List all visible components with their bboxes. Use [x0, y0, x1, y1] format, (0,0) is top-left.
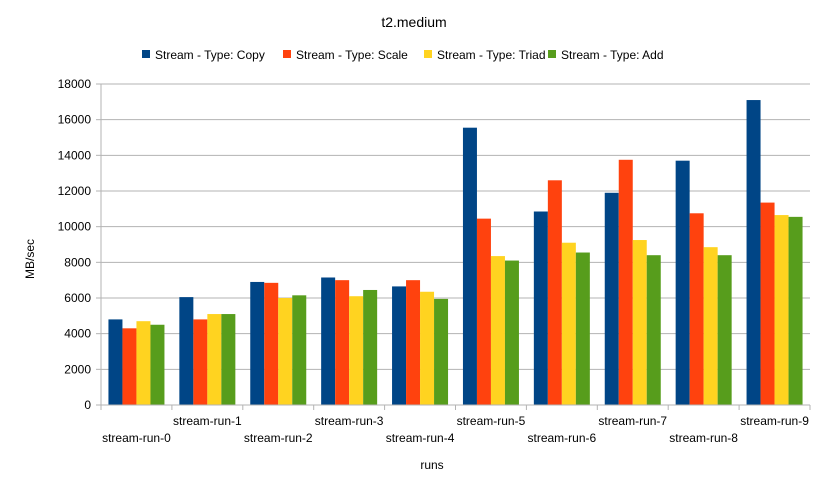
x-axis-label: runs: [420, 458, 443, 472]
bar-stream-run-1-copy: [179, 297, 194, 405]
x-axis-ticks: stream-run-0stream-run-1stream-run-2stre…: [100, 405, 811, 445]
y-tick-label: 14000: [58, 148, 92, 162]
bar-stream-run-9-add: [788, 216, 803, 405]
bar-stream-run-6-add: [575, 252, 590, 405]
bar-stream-run-8-add: [717, 255, 732, 405]
y-tick-label: 12000: [58, 184, 92, 198]
bar-stream-run-0-triad: [136, 321, 151, 405]
chart-title: t2.medium: [381, 14, 446, 30]
bar-stream-run-0-scale: [122, 328, 137, 405]
bar-stream-run-3-add: [363, 289, 378, 405]
x-tick-label: stream-run-8: [669, 431, 738, 445]
bar-stream-run-6-scale: [547, 180, 562, 405]
x-tick-label: stream-run-6: [528, 431, 597, 445]
bar-stream-run-9-copy: [746, 100, 761, 406]
legend: Stream - Type: Copy Stream - Type: Scale S…: [142, 48, 664, 62]
bar-stream-run-7-scale: [618, 159, 633, 405]
x-tick-label: stream-run-7: [598, 414, 667, 428]
bar-stream-run-2-triad: [278, 298, 293, 405]
bar-stream-run-1-add: [221, 314, 236, 405]
bar-stream-run-8-scale: [689, 213, 704, 405]
bar-stream-run-2-add: [292, 295, 307, 405]
bar-stream-run-2-scale: [264, 282, 279, 405]
legend-label: Stream - Type: Triad: [437, 48, 546, 62]
legend-swatch: [142, 50, 150, 58]
bars: [108, 100, 803, 406]
y-tick-label: 10000: [58, 220, 92, 234]
x-tick-label: stream-run-2: [244, 431, 313, 445]
y-axis-ticks: 0 2000 4000 6000 8000 10000 12000 14000 16000 180…: [58, 77, 101, 412]
y-tick-label: 4000: [64, 327, 91, 341]
legend-swatch: [548, 50, 556, 58]
bar-stream-run-5-copy: [462, 127, 477, 406]
bar-stream-run-3-triad: [349, 296, 364, 405]
bar-stream-run-4-triad: [420, 291, 435, 405]
bar-stream-run-5-triad: [490, 256, 505, 405]
x-tick-label: stream-run-3: [315, 414, 384, 428]
legend-label: Stream - Type: Copy: [155, 48, 265, 62]
legend-label: Stream - Type: Scale: [296, 48, 408, 62]
bar-stream-run-4-copy: [392, 286, 407, 405]
bar-stream-run-1-scale: [193, 319, 208, 405]
legend-swatch: [283, 50, 291, 58]
bar-stream-run-8-triad: [703, 247, 718, 405]
legend-label: Stream - Type: Add: [561, 48, 664, 62]
bar-stream-run-0-copy: [108, 319, 123, 405]
x-tick-label: stream-run-9: [740, 414, 809, 428]
y-tick-label: 18000: [58, 77, 92, 91]
x-tick-label: stream-run-4: [386, 431, 455, 445]
bar-stream-run-5-add: [504, 260, 519, 405]
bar-stream-run-7-copy: [604, 192, 619, 405]
bar-stream-run-7-add: [646, 255, 661, 405]
bar-stream-run-2-copy: [250, 281, 265, 405]
bar-stream-run-6-triad: [561, 242, 576, 405]
bar-stream-run-6-copy: [533, 211, 548, 405]
bar-stream-run-3-scale: [335, 280, 350, 405]
bar-stream-run-7-triad: [632, 240, 647, 405]
x-tick-label: stream-run-0: [102, 431, 171, 445]
bar-stream-run-9-triad: [774, 215, 789, 405]
y-tick-label: 8000: [64, 255, 91, 269]
x-tick-label: stream-run-5: [457, 414, 526, 428]
bar-stream-run-1-triad: [207, 314, 222, 405]
y-tick-label: 16000: [58, 113, 92, 127]
bar-stream-run-0-add: [150, 324, 165, 405]
x-tick-label: stream-run-1: [173, 414, 242, 428]
bar-stream-run-9-scale: [760, 202, 775, 405]
bar-stream-run-5-scale: [476, 218, 491, 405]
y-tick-label: 2000: [64, 362, 91, 376]
y-tick-label: 6000: [64, 291, 91, 305]
legend-swatch: [424, 50, 432, 58]
bar-stream-run-4-add: [434, 298, 449, 405]
bar-stream-run-8-copy: [675, 160, 690, 405]
bar-stream-run-4-scale: [406, 280, 421, 405]
y-tick-label: 0: [84, 398, 91, 412]
bar-stream-run-3-copy: [321, 277, 336, 405]
y-axis-label: MB/sec: [23, 239, 37, 279]
